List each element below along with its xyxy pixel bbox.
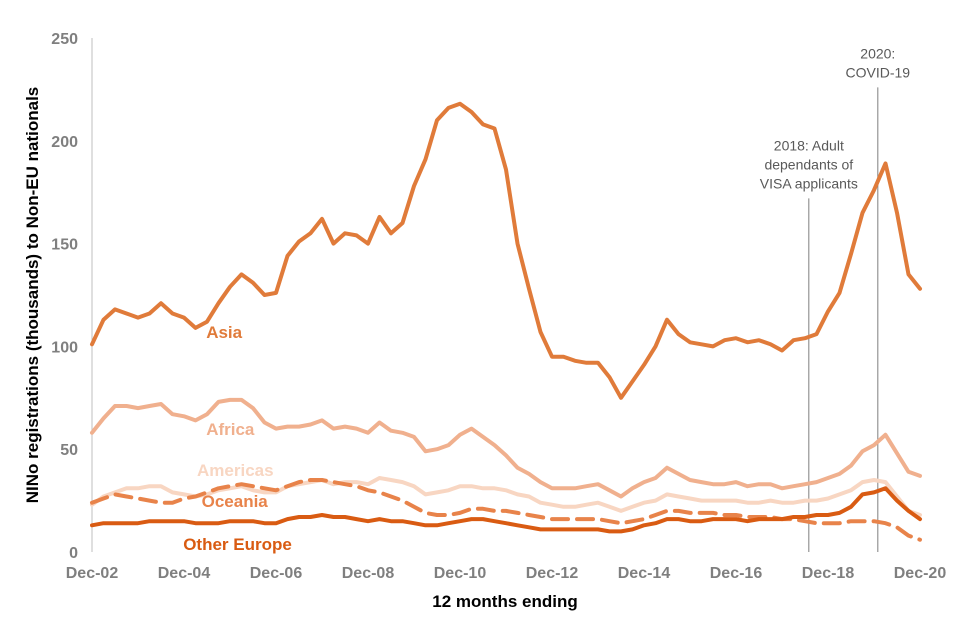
y-axis-title: NINo registrations (thousands) to Non-EU… [23, 87, 42, 504]
annotation-text: VISA applicants [760, 175, 858, 191]
annotation-text: COVID-19 [846, 64, 911, 80]
x-tick-label: Dec-04 [158, 565, 211, 582]
series-label: Asia [206, 323, 242, 342]
series-label: Americas [197, 461, 274, 480]
x-tick-label: Dec-20 [894, 565, 947, 582]
series-line-asia [90, 101, 922, 400]
y-tick-label: 150 [51, 237, 78, 254]
series-label: Africa [206, 420, 255, 439]
y-tick-label: 50 [60, 442, 78, 459]
x-tick-label: Dec-06 [250, 565, 303, 582]
annotation-text: 2020: [860, 45, 895, 61]
y-tick-label: 250 [51, 31, 78, 48]
series-lines [90, 101, 922, 542]
annotation-text: 2018: Adult [774, 137, 844, 153]
x-tick-label: Dec-14 [618, 565, 671, 582]
y-tick-label: 200 [51, 134, 78, 151]
x-tick-label: Dec-12 [526, 565, 579, 582]
series-line-africa [90, 397, 922, 499]
series-line-americas [90, 476, 922, 517]
y-tick-label: 0 [69, 545, 78, 562]
x-axis-ticks: Dec-02 Dec-04 Dec-06 Dec-08 Dec-10 Dec-12 Dec-… [66, 565, 947, 582]
annotation-text: dependants of [764, 156, 853, 172]
y-tick-label: 100 [51, 339, 78, 356]
x-tick-label: Dec-08 [342, 565, 395, 582]
x-axis-title: 12 months ending [432, 592, 577, 611]
y-axis-ticks: 0 50 100 150 200 250 [51, 31, 78, 562]
series-label: Other Europe [183, 535, 292, 554]
x-tick-label: Dec-10 [434, 565, 487, 582]
series-labels: Asia Africa Americas Oceania Other Europe [183, 323, 292, 554]
x-tick-label: Dec-02 [66, 565, 119, 582]
annotations: 2018: Adult dependants of VISA applicants 2… [760, 45, 911, 552]
series-label: Oceania [202, 492, 269, 511]
series-line-other-europe [90, 486, 922, 534]
x-tick-label: Dec-16 [710, 565, 763, 582]
x-tick-label: Dec-18 [802, 565, 855, 582]
